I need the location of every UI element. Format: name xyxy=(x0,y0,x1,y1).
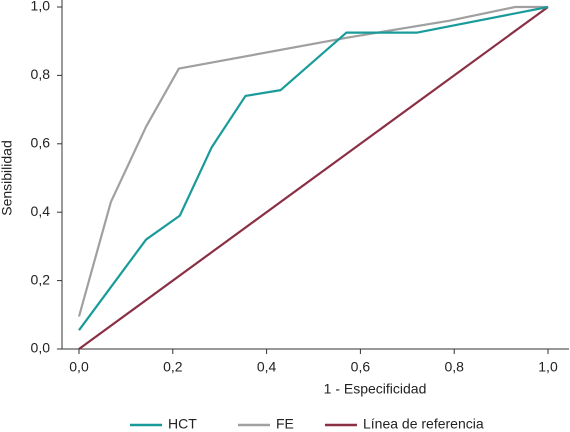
legend-label: Línea de referencia xyxy=(363,416,484,432)
y-tick-label: 0,4 xyxy=(31,203,51,219)
legend-label: HCT xyxy=(168,416,197,432)
x-axis-label: 1 - Especificidad xyxy=(324,381,427,397)
y-tick-label: 0,8 xyxy=(31,66,51,82)
x-tick-label: 0,0 xyxy=(69,359,89,375)
x-tick-label: 0,8 xyxy=(444,359,464,375)
legend-label: FE xyxy=(276,416,294,432)
x-tick-label: 0,6 xyxy=(351,359,371,375)
series-line xyxy=(77,5,548,317)
y-tick-label: 0,6 xyxy=(31,135,51,151)
y-tick-label: 0,2 xyxy=(31,271,51,287)
series-line xyxy=(78,6,549,350)
x-tick-label: 0,2 xyxy=(163,359,183,375)
x-tick-label: 0,4 xyxy=(257,359,277,375)
x-tick-label: 1,0 xyxy=(538,359,558,375)
y-tick-label: 1,0 xyxy=(31,0,51,14)
y-axis-label: Sensibilidad xyxy=(0,140,15,216)
series-line xyxy=(78,5,549,331)
y-tick-label: 0,0 xyxy=(31,340,51,356)
